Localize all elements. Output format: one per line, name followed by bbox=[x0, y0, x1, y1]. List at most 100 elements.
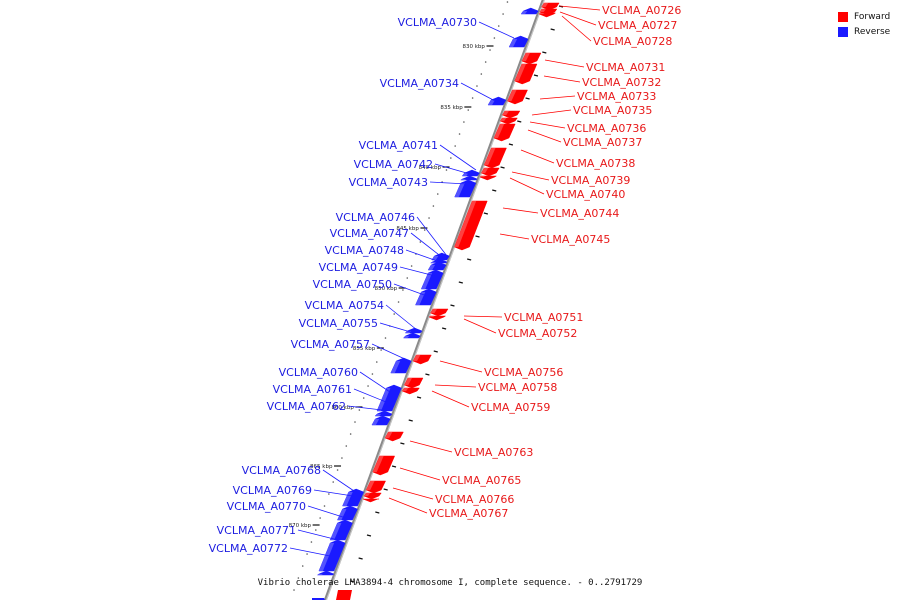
tick-mark bbox=[400, 442, 405, 445]
forward-gene-shade bbox=[539, 13, 545, 14]
reverse-gene-shade bbox=[462, 173, 469, 176]
forward-gene-connector bbox=[399, 467, 441, 481]
forward-gene-block bbox=[538, 12, 557, 18]
guide-dot bbox=[397, 301, 400, 303]
forward-gene-shade bbox=[385, 432, 393, 438]
reverse-gene-connector bbox=[371, 343, 408, 361]
reverse-gene-shade bbox=[318, 543, 335, 571]
reverse-gene bbox=[454, 179, 477, 198]
chromosome-axis-highlight bbox=[325, 0, 545, 600]
tick-mark bbox=[408, 419, 413, 422]
tick-mark bbox=[350, 580, 355, 583]
forward-gene-block bbox=[493, 123, 516, 142]
forward-gene-block bbox=[507, 89, 528, 105]
forward-gene bbox=[501, 110, 521, 119]
forward-gene-connector bbox=[531, 109, 572, 116]
reverse-gene bbox=[461, 169, 480, 177]
guide-dot bbox=[306, 553, 308, 555]
reverse-gene-label: VCLMA_A0734 bbox=[380, 77, 459, 90]
reverse-gene-label: VCLMA_A0771 bbox=[217, 524, 296, 537]
forward-gene-connector bbox=[544, 59, 585, 68]
forward-gene-shade bbox=[500, 118, 507, 121]
forward-gene-block bbox=[403, 377, 424, 389]
reverse-gene-connector bbox=[405, 249, 441, 263]
reverse-gene-block bbox=[402, 332, 421, 339]
forward-gene-block bbox=[384, 431, 404, 442]
guide-dot bbox=[480, 73, 483, 75]
guide-dot bbox=[314, 529, 317, 531]
guide-dot bbox=[410, 265, 413, 267]
forward-gene-block bbox=[430, 308, 449, 317]
guide-dot bbox=[367, 385, 369, 387]
reverse-gene bbox=[508, 35, 529, 48]
reverse-gene bbox=[404, 327, 423, 334]
forward-gene-shade bbox=[372, 456, 384, 472]
forward-gene bbox=[521, 52, 542, 65]
reverse-gene-label: VCLMA_A0748 bbox=[325, 244, 404, 257]
legend-label-forward: Forward bbox=[854, 11, 891, 22]
tick-mark bbox=[450, 304, 455, 307]
forward-gene-connector bbox=[431, 390, 470, 408]
forward-gene-label: VCLMA_A0744 bbox=[540, 207, 619, 220]
reverse-gene-connector bbox=[410, 232, 444, 259]
reverse-gene-shade bbox=[521, 11, 528, 14]
reverse-gene-label: VCLMA_A0741 bbox=[359, 139, 438, 152]
reverse-gene-connector bbox=[289, 547, 331, 557]
reverse-gene-label: VCLMA_A0754 bbox=[305, 299, 384, 312]
forward-gene bbox=[403, 377, 424, 389]
forward-gene-connector bbox=[543, 75, 581, 83]
guide-dot bbox=[293, 589, 295, 591]
reverse-gene-block bbox=[461, 169, 480, 177]
reverse-gene-label: VCLMA_A0742 bbox=[354, 158, 433, 171]
reverse-gene-label: VCLMA_A0761 bbox=[273, 383, 352, 396]
forward-gene bbox=[499, 117, 518, 125]
guide-dot bbox=[506, 1, 509, 3]
reverse-gene-shade bbox=[371, 419, 380, 425]
forward-gene-label: VCLMA_A0759 bbox=[471, 401, 550, 414]
guide-dot bbox=[445, 169, 448, 171]
forward-gene-shade bbox=[364, 493, 371, 496]
reverse-gene-shade bbox=[403, 336, 410, 338]
reverse-gene-label: VCLMA_A0757 bbox=[291, 338, 370, 351]
tick-mark bbox=[483, 212, 489, 215]
forward-gene-connector bbox=[499, 233, 530, 240]
reverse-gene bbox=[390, 357, 412, 374]
forward-gene-connector bbox=[509, 177, 545, 195]
reverse-gene-shade bbox=[488, 100, 495, 105]
forward-gene-label: VCLMA_A0767 bbox=[429, 507, 508, 520]
guide-dot bbox=[371, 373, 374, 375]
reverse-gene-connector bbox=[434, 163, 471, 175]
reverse-gene-connector bbox=[353, 388, 387, 403]
reverse-gene-connector bbox=[359, 371, 391, 393]
forward-gene-label: VCLMA_A0733 bbox=[577, 90, 656, 103]
forward-gene-connector bbox=[439, 360, 483, 373]
reverse-gene-block bbox=[318, 539, 346, 572]
forward-gene-label: VCLMA_A0726 bbox=[602, 4, 681, 17]
reverse-gene-block bbox=[329, 519, 353, 541]
forward-gene-shade bbox=[429, 316, 435, 317]
guide-dot bbox=[402, 289, 404, 291]
reverse-gene bbox=[318, 539, 346, 572]
forward-gene-label: VCLMA_A0737 bbox=[563, 136, 642, 149]
forward-gene-block bbox=[483, 147, 507, 169]
forward-gene bbox=[372, 455, 396, 476]
reverse-gene-shade bbox=[428, 265, 436, 270]
forward-gene-connector bbox=[392, 487, 434, 500]
reverse-gene-connector bbox=[313, 489, 354, 497]
forward-gene-label: VCLMA_A0727 bbox=[598, 19, 677, 32]
tick-mark bbox=[391, 465, 397, 468]
tick-mark bbox=[533, 74, 539, 77]
forward-gene-shade bbox=[366, 481, 375, 490]
reverse-gene bbox=[520, 7, 539, 15]
forward-gene-shade bbox=[430, 309, 438, 313]
guide-dot bbox=[428, 217, 430, 219]
reverse-gene-block bbox=[520, 7, 539, 15]
forward-gene-block bbox=[501, 110, 521, 119]
forward-gene bbox=[430, 308, 449, 317]
reverse-gene-connector bbox=[322, 469, 358, 494]
guide-dot bbox=[393, 313, 396, 315]
guide-dot bbox=[301, 565, 304, 567]
forward-gene-connector bbox=[463, 315, 503, 318]
reverse-gene-shade bbox=[509, 39, 518, 47]
reverse-gene-label: VCLMA_A0772 bbox=[209, 542, 288, 555]
